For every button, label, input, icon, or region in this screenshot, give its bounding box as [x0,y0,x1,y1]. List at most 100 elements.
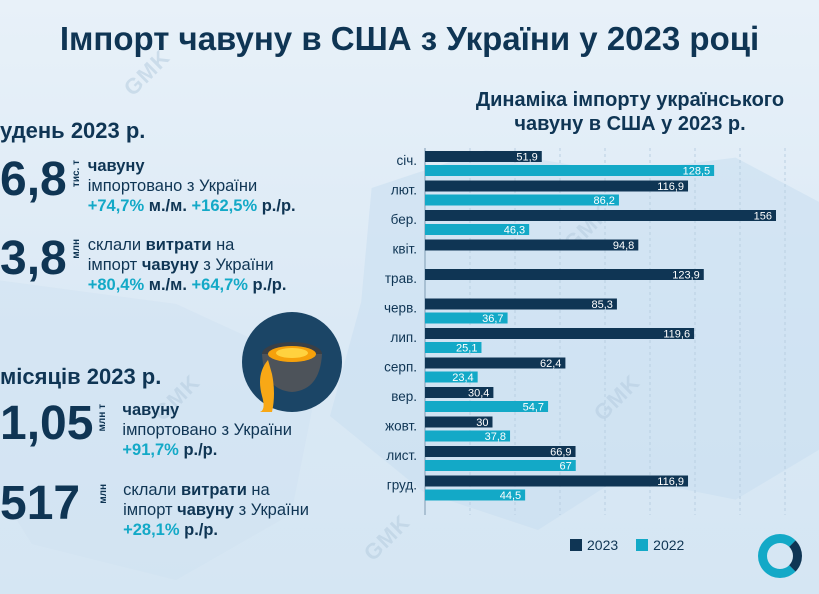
data-label-2022: 44,5 [500,490,521,502]
category-label: квіт. [392,242,417,257]
desc-part: чавуну [177,501,234,519]
growth-yoy-suffix: р./р. [183,441,218,459]
bar-2022 [425,312,508,324]
stat-december-volume: 6,8 тис. т чавуну імпортовано з України … [0,153,296,216]
bar-2023 [425,180,689,192]
bar-2022 [425,489,526,501]
bar-2022 [425,460,576,471]
bar-2023 [425,239,639,251]
growth-mom: +74,7% [87,197,145,215]
chart-title: Динаміка імпорту українського чавуну в С… [430,88,819,136]
stat-value: 3,8 [0,232,67,285]
bar-2023 [425,475,689,487]
data-label-2023: 116,9 [657,476,684,488]
desc-part: з України [198,256,274,274]
desc-part: на [246,481,270,499]
desc-part: склали [123,481,181,499]
stat-description: склали витрати на імпорт чавуну з Україн… [123,480,309,540]
stat-description: чавуну імпортовано з України +74,7% м./м… [88,156,296,216]
stat-year-cost: 517 млн склали витрати на імпорт чавуну … [0,480,309,540]
growth-mom: +80,4% [87,276,145,294]
bar-2022 [425,401,549,412]
data-label-2023: 116,9 [657,181,684,193]
category-label: трав. [385,271,417,286]
desc-part: імпорт [123,501,178,519]
bar-2023 [425,416,493,428]
data-label-2023: 62,4 [540,358,561,370]
desc-part: витрати [180,481,247,499]
data-label-2023: 30,4 [468,388,489,400]
category-label: бер. [391,212,417,227]
desc-line: чавуну [87,157,145,175]
bar-2023 [425,298,617,310]
chart-title-line: чавуну в США у 2023 р. [514,113,746,135]
desc-part: на [211,236,235,254]
stat-december-cost: 3,8 млн склали витрати на імпорт чавуну … [0,232,287,295]
bar-2023 [425,269,704,280]
bar-2023 [425,387,494,398]
stat-description: склали витрати на імпорт чавуну з Україн… [88,235,287,295]
data-label-2022: 46,3 [504,225,525,237]
stat-value: 6,8 [0,153,67,206]
data-label-2022: 54,7 [523,402,544,414]
bar-2022 [425,194,619,206]
stat-year-volume: 1,05 млн т чавуну імпортовано з України … [0,397,292,460]
data-label-2022: 86,2 [594,195,615,207]
molten-iron-pot-icon [242,312,342,412]
growth-line: +80,4% м./м. +64,7% р./р. [88,275,287,295]
category-label: черв. [384,301,417,316]
growth-yoy: +64,7% [191,276,248,294]
data-label-2022: 67 [560,461,572,473]
data-label-2023: 94,8 [613,240,634,252]
bar-2022 [425,430,511,442]
desc-part: імпорт [87,256,142,274]
data-label-2022: 128,5 [683,166,711,178]
data-label-2023: 119,6 [663,329,690,341]
desc-line: імпортовано з України [122,421,292,439]
desc-part: чавуну [141,256,199,274]
desc-part: з України [233,501,309,519]
growth-yoy: +28,1% [123,521,180,539]
page-title: Імпорт чавуну в США з України у 2023 роц… [59,20,760,57]
category-label: вер. [391,389,417,404]
category-label: лист. [386,448,417,463]
data-label-2023: 85,3 [592,299,613,311]
growth-yoy: +91,7% [122,441,179,459]
category-label: лют. [391,183,417,198]
legend-label-2022: 2022 [653,537,685,553]
bar-2022 [425,342,482,353]
data-label-2023: 156 [754,211,772,223]
data-label-2023: 123,9 [672,270,700,282]
legend-swatch-2023 [570,539,582,551]
data-label-2022: 36,7 [482,313,503,325]
desc-line: чавуну [122,401,180,419]
legend-item-2023: 2023 [570,537,618,553]
data-label-2022: 25,1 [456,343,477,355]
growth-mom-suffix: м./м. [148,197,187,215]
bar-2023 [425,328,695,339]
chart-title-line: Динаміка імпорту українського [475,89,785,111]
legend-label-2023: 2023 [587,537,619,553]
growth-line: +28,1% р./р. [123,520,309,540]
growth-line: +74,7% м./м. +162,5% р./р. [88,196,296,216]
bar-2023 [425,357,566,369]
data-label-2022: 37,8 [485,431,506,443]
bar-2023 [425,210,776,221]
gmk-logo-icon [758,534,802,578]
category-label: січ. [396,153,417,168]
bar-2022 [425,224,530,235]
category-label: жовт. [385,419,417,434]
data-label-2022: 23,4 [452,372,473,384]
data-label-2023: 51,9 [516,152,537,164]
stat-value: 1,05 [0,397,94,450]
category-label: лип. [391,330,417,345]
legend-item-2022: 2022 [636,537,684,553]
bar-2022 [425,371,478,383]
growth-mom-suffix: м./м. [148,276,187,294]
legend-swatch-2022 [636,539,649,551]
growth-yoy-suffix: р./р. [261,197,296,215]
desc-part: склали [87,236,146,254]
bar-2023 [425,446,576,457]
year-header: місяців 2023 р. [0,364,162,389]
